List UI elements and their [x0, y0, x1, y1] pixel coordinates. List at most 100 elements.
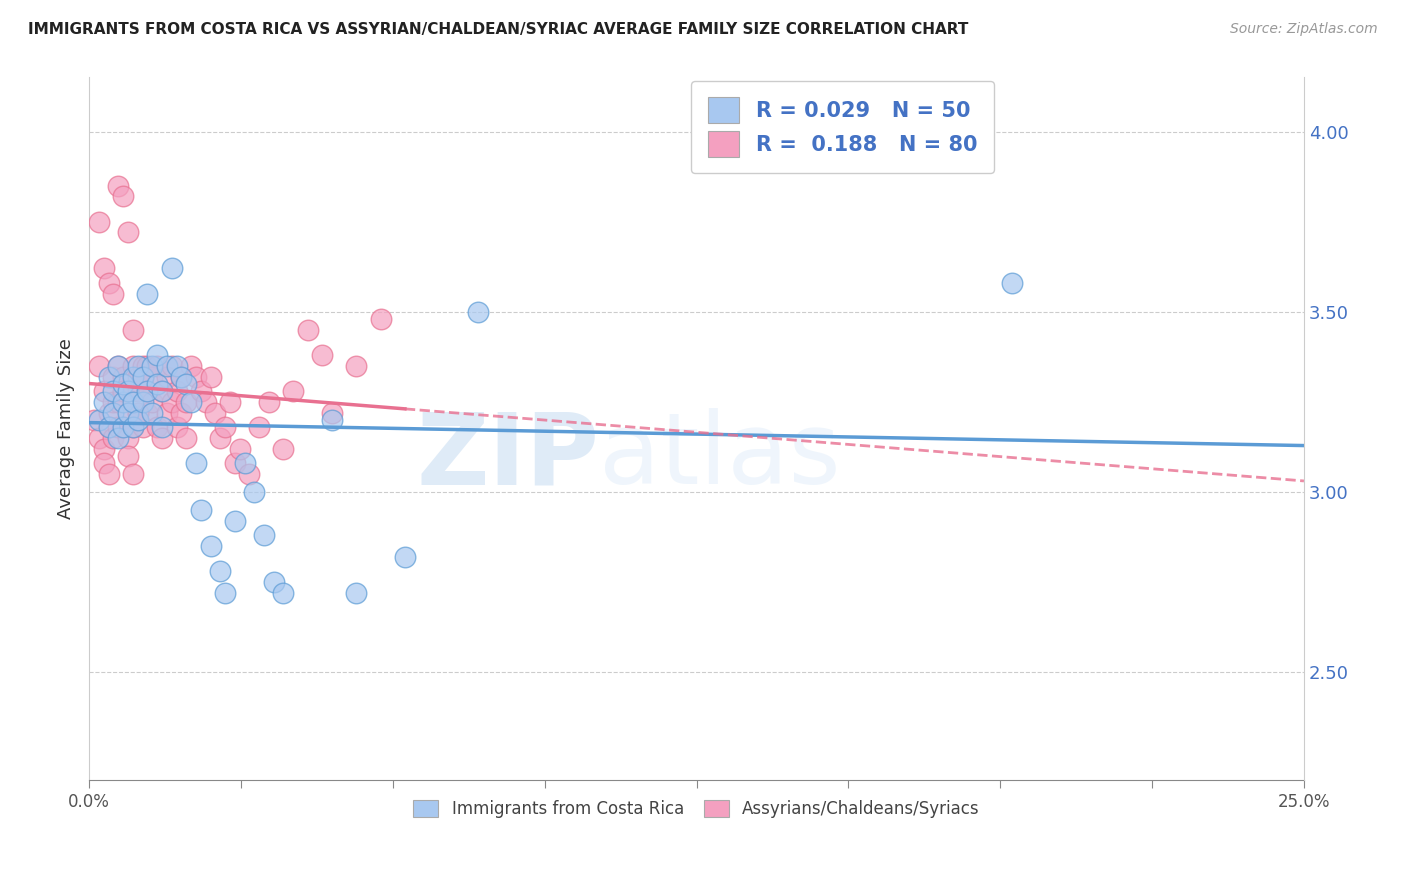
Point — [103, 406, 125, 420]
Point — [214, 586, 236, 600]
Point — [117, 384, 139, 398]
Point — [103, 369, 125, 384]
Point — [121, 467, 143, 481]
Point — [87, 431, 110, 445]
Point — [194, 394, 217, 409]
Y-axis label: Average Family Size: Average Family Size — [58, 338, 75, 519]
Point — [224, 514, 246, 528]
Point — [141, 359, 163, 373]
Point — [219, 394, 242, 409]
Point — [321, 406, 343, 420]
Point — [174, 431, 197, 445]
Point — [204, 406, 226, 420]
Point — [160, 359, 183, 373]
Point — [117, 406, 139, 420]
Point — [121, 420, 143, 434]
Point — [87, 413, 110, 427]
Point — [112, 420, 135, 434]
Point — [321, 413, 343, 427]
Legend: Immigrants from Costa Rica, Assyrians/Chaldeans/Syriacs: Immigrants from Costa Rica, Assyrians/Ch… — [406, 793, 987, 825]
Point — [107, 420, 129, 434]
Point — [112, 376, 135, 391]
Point — [170, 369, 193, 384]
Point — [344, 586, 367, 600]
Point — [121, 420, 143, 434]
Point — [103, 286, 125, 301]
Point — [112, 394, 135, 409]
Point — [228, 442, 250, 456]
Point — [257, 394, 280, 409]
Point — [136, 406, 159, 420]
Point — [127, 369, 149, 384]
Point — [184, 369, 207, 384]
Point — [121, 394, 143, 409]
Point — [127, 406, 149, 420]
Point — [127, 413, 149, 427]
Point — [190, 503, 212, 517]
Point — [166, 359, 188, 373]
Point — [136, 384, 159, 398]
Point — [160, 394, 183, 409]
Point — [117, 449, 139, 463]
Point — [146, 348, 169, 362]
Point — [174, 376, 197, 391]
Point — [200, 539, 222, 553]
Point — [107, 431, 129, 445]
Point — [112, 420, 135, 434]
Point — [150, 384, 173, 398]
Point — [121, 323, 143, 337]
Point — [117, 406, 139, 420]
Point — [174, 394, 197, 409]
Point — [112, 369, 135, 384]
Point — [233, 456, 256, 470]
Point — [263, 575, 285, 590]
Point — [112, 189, 135, 203]
Point — [146, 376, 169, 391]
Text: ZIP: ZIP — [416, 409, 599, 506]
Point — [121, 384, 143, 398]
Point — [107, 359, 129, 373]
Point — [127, 406, 149, 420]
Point — [117, 226, 139, 240]
Point — [141, 394, 163, 409]
Point — [97, 276, 120, 290]
Point — [184, 456, 207, 470]
Point — [190, 384, 212, 398]
Point — [87, 214, 110, 228]
Point — [160, 261, 183, 276]
Point — [107, 394, 129, 409]
Point — [121, 369, 143, 384]
Point — [127, 384, 149, 398]
Point — [166, 420, 188, 434]
Point — [467, 304, 489, 318]
Point — [370, 312, 392, 326]
Point — [146, 420, 169, 434]
Point — [87, 359, 110, 373]
Text: Source: ZipAtlas.com: Source: ZipAtlas.com — [1230, 22, 1378, 37]
Point — [136, 384, 159, 398]
Point — [131, 369, 153, 384]
Point — [136, 359, 159, 373]
Point — [131, 394, 153, 409]
Point — [209, 431, 232, 445]
Point — [131, 420, 153, 434]
Point — [107, 178, 129, 193]
Point — [238, 467, 260, 481]
Point — [93, 456, 115, 470]
Point — [117, 431, 139, 445]
Point — [150, 384, 173, 398]
Point — [93, 384, 115, 398]
Point — [136, 286, 159, 301]
Point — [344, 359, 367, 373]
Point — [127, 359, 149, 373]
Point — [97, 467, 120, 481]
Point — [243, 485, 266, 500]
Point — [121, 359, 143, 373]
Point — [283, 384, 305, 398]
Point — [97, 420, 120, 434]
Point — [93, 261, 115, 276]
Point — [83, 413, 105, 427]
Text: atlas: atlas — [599, 409, 841, 506]
Point — [103, 394, 125, 409]
Point — [170, 369, 193, 384]
